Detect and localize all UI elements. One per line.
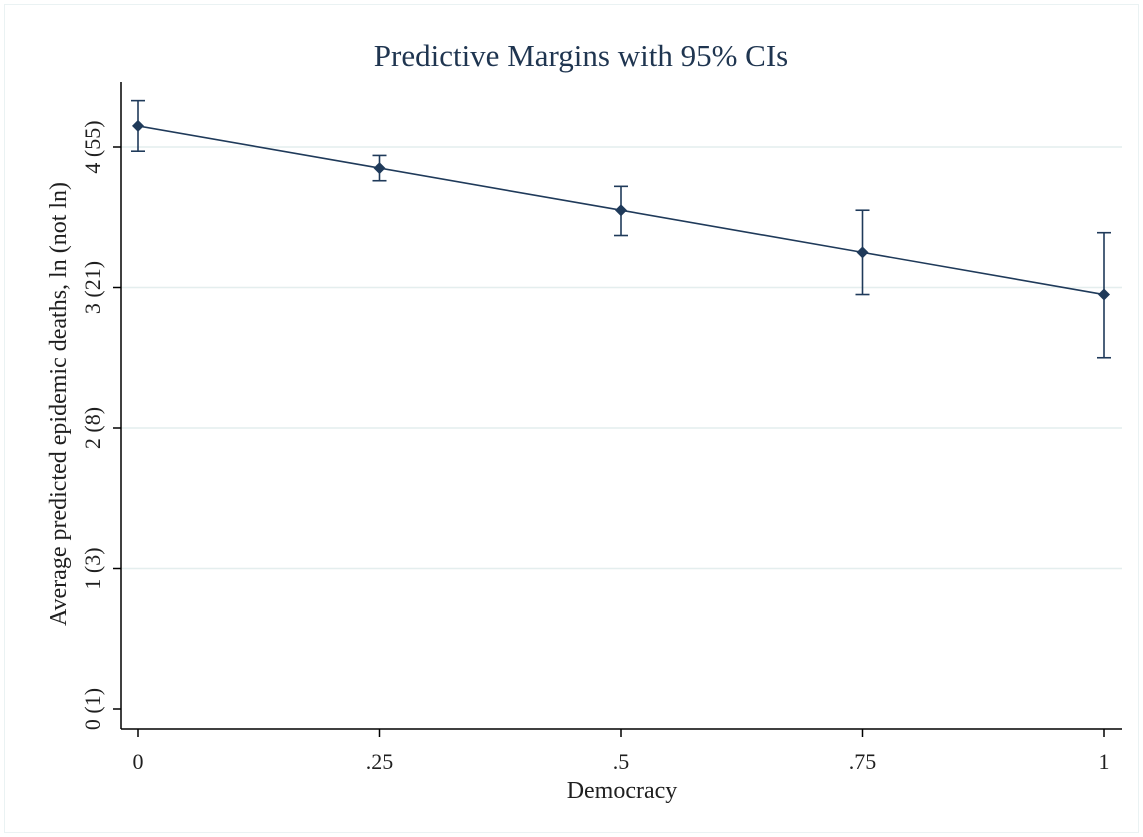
y-tick-label-4: 4 (55) — [80, 120, 105, 173]
data-point-0 — [132, 119, 144, 132]
plot-area — [131, 99, 1111, 359]
y-tick-label-1: 1 (3) — [80, 547, 105, 589]
data-point-1 — [373, 162, 386, 175]
x-tick-label-3: .75 — [849, 749, 877, 774]
y-axis-label: Average predicted epidemic deaths, ln (n… — [46, 182, 72, 626]
gridlines — [121, 146, 1122, 570]
data-point-4 — [1098, 288, 1110, 301]
x-ticks: 0 .25 .5 .75 1 — [133, 729, 1110, 774]
y-tick-label-3: 3 (21) — [80, 261, 105, 314]
chart-frame — [4, 4, 1139, 833]
chart-title: Predictive Margins with 95% CIs — [374, 38, 788, 73]
x-tick-label-4: 1 — [1099, 749, 1110, 774]
y-ticks: 0 (1) 1 (3) 2 (8) 3 (21) 4 (55) — [80, 120, 121, 730]
x-tick-label-2: .5 — [613, 749, 630, 774]
data-point-2 — [615, 204, 627, 217]
y-tick-label-0: 0 (1) — [80, 688, 105, 730]
x-tick-label-1: .25 — [366, 749, 394, 774]
x-axis-label: Democracy — [567, 778, 678, 804]
data-point-3 — [856, 246, 869, 259]
y-tick-label-2: 2 (8) — [80, 407, 105, 449]
x-tick-label-0: 0 — [133, 749, 144, 774]
